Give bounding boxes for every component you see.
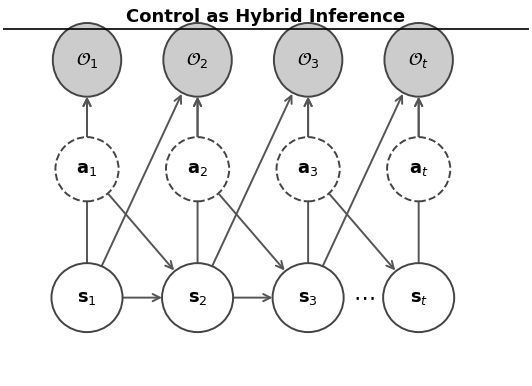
Text: $\mathbf{s}_3$: $\mathbf{s}_3$ — [298, 289, 318, 306]
Text: $\mathcal{O}_3$: $\mathcal{O}_3$ — [297, 50, 319, 70]
Text: $\mathbf{s}_2$: $\mathbf{s}_2$ — [188, 289, 207, 306]
Text: $\mathbf{a}_t$: $\mathbf{a}_t$ — [409, 160, 428, 178]
Text: $\mathcal{O}_t$: $\mathcal{O}_t$ — [408, 50, 429, 70]
Text: $\mathcal{O}_2$: $\mathcal{O}_2$ — [187, 50, 209, 70]
Ellipse shape — [162, 263, 233, 332]
Ellipse shape — [52, 263, 122, 332]
Text: $\cdots$: $\cdots$ — [353, 288, 374, 308]
Text: $\mathcal{O}_1$: $\mathcal{O}_1$ — [76, 50, 98, 70]
Ellipse shape — [272, 263, 344, 332]
Ellipse shape — [385, 23, 453, 97]
Ellipse shape — [387, 137, 450, 201]
Ellipse shape — [383, 263, 454, 332]
Ellipse shape — [163, 23, 232, 97]
Ellipse shape — [277, 137, 340, 201]
Ellipse shape — [274, 23, 342, 97]
Text: Control as Hybrid Inference: Control as Hybrid Inference — [127, 8, 405, 26]
Ellipse shape — [55, 137, 119, 201]
Ellipse shape — [53, 23, 121, 97]
Text: $\mathbf{a}_3$: $\mathbf{a}_3$ — [297, 160, 319, 178]
Text: $\mathbf{a}_1$: $\mathbf{a}_1$ — [77, 160, 97, 178]
Text: $\mathbf{s}_t$: $\mathbf{s}_t$ — [410, 289, 428, 306]
Text: $\mathbf{s}_1$: $\mathbf{s}_1$ — [77, 289, 97, 306]
Ellipse shape — [166, 137, 229, 201]
Text: $\mathbf{a}_2$: $\mathbf{a}_2$ — [187, 160, 208, 178]
